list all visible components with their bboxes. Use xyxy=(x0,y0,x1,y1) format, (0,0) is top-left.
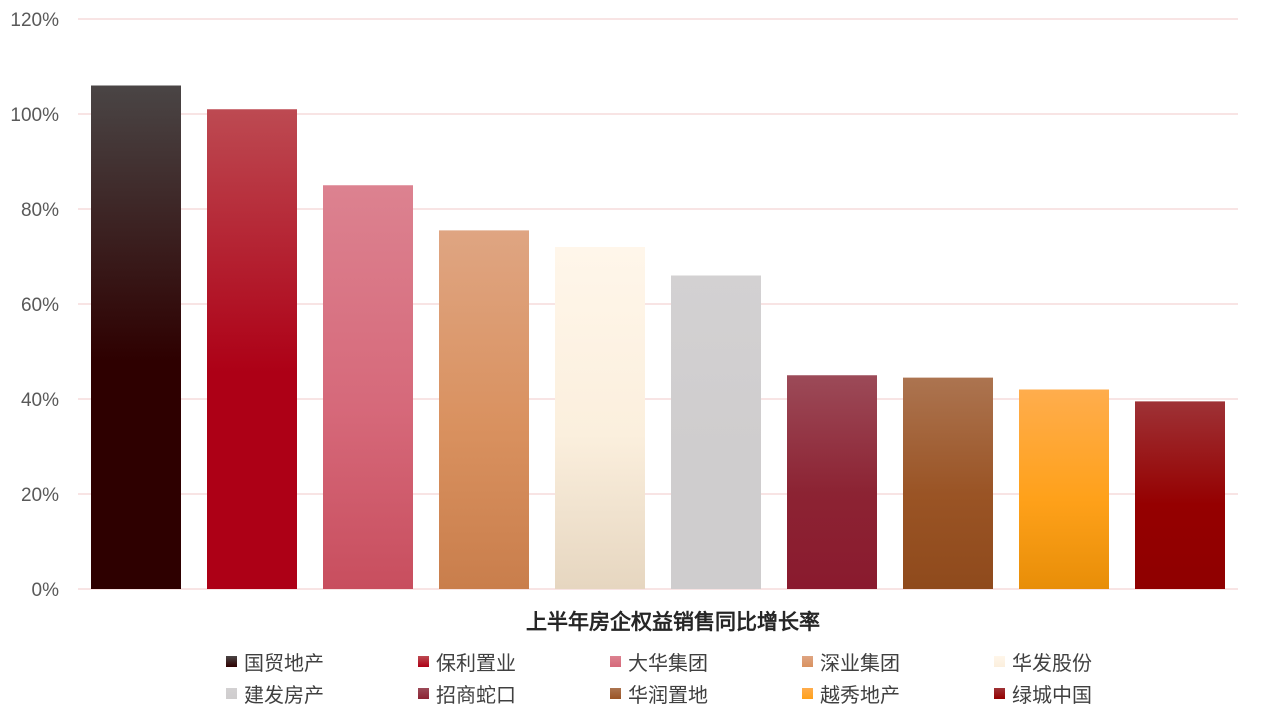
y-tick-label: 80% xyxy=(21,200,59,221)
bar-10 xyxy=(1135,401,1225,589)
legend-label: 绿城中国 xyxy=(1012,682,1092,707)
y-axis-ticks: 0% 20% 40% 60% 80% 100% 120% xyxy=(10,10,59,601)
y-tick-label: 20% xyxy=(21,485,59,506)
bar-5 xyxy=(555,247,645,589)
x-axis-title: 上半年房企权益销售同比增长率 xyxy=(526,610,820,634)
y-tick-label: 100% xyxy=(10,105,59,126)
bar-8 xyxy=(903,377,993,589)
legend-swatch xyxy=(226,687,237,699)
legend: 国贸地产 保利置业 大华集团 深业集团 华发股份建发房产 招商蛇口 华润置地 越秀地产 绿城中国 xyxy=(226,648,1186,707)
bar-chart: 0% 20% 40% 60% 80% 100% 120% 上半年房企权益销售同比增长率 xyxy=(10,10,1238,634)
bar-2 xyxy=(207,109,297,589)
legend-label: 招商蛇口 xyxy=(436,682,516,707)
bar-6 xyxy=(671,275,761,589)
legend-label: 国贸地产 xyxy=(244,650,324,675)
y-tick-label: 60% xyxy=(21,295,59,316)
legend-swatch xyxy=(610,687,621,699)
legend-item: 大华集团 xyxy=(610,648,802,675)
y-tick-label: 120% xyxy=(10,10,59,31)
legend-swatch xyxy=(418,687,429,699)
legend-swatch xyxy=(226,655,237,667)
legend-item: 绿城中国 xyxy=(994,680,1186,707)
legend-item: 建发房产 xyxy=(226,680,418,707)
bar-7 xyxy=(787,375,877,589)
bar-9 xyxy=(1019,389,1109,589)
legend-label: 大华集团 xyxy=(628,650,708,675)
legend-swatch xyxy=(994,655,1005,667)
legend-item: 深业集团 xyxy=(802,648,994,675)
bars xyxy=(91,85,1225,589)
bar-4 xyxy=(439,230,529,589)
legend-swatch xyxy=(610,655,621,667)
legend-item: 华发股份 xyxy=(994,648,1186,675)
bar-1 xyxy=(91,85,181,589)
legend-item: 保利置业 xyxy=(418,648,610,675)
legend-swatch xyxy=(418,655,429,667)
legend-label: 华发股份 xyxy=(1012,650,1092,675)
legend-swatch xyxy=(802,687,813,699)
legend-label: 华润置地 xyxy=(628,682,708,707)
legend-label: 保利置业 xyxy=(436,650,516,675)
bar-3 xyxy=(323,185,413,589)
legend-label: 建发房产 xyxy=(244,682,324,707)
legend-item: 越秀地产 xyxy=(802,680,994,707)
legend-item: 华润置地 xyxy=(610,680,802,707)
legend-label: 深业集团 xyxy=(820,650,900,675)
y-tick-label: 40% xyxy=(21,390,59,411)
legend-item: 国贸地产 xyxy=(226,648,418,675)
legend-label: 越秀地产 xyxy=(820,682,900,707)
legend-swatch xyxy=(994,687,1005,699)
legend-item: 招商蛇口 xyxy=(418,680,610,707)
y-tick-label: 0% xyxy=(32,580,60,601)
legend-swatch xyxy=(802,655,813,667)
